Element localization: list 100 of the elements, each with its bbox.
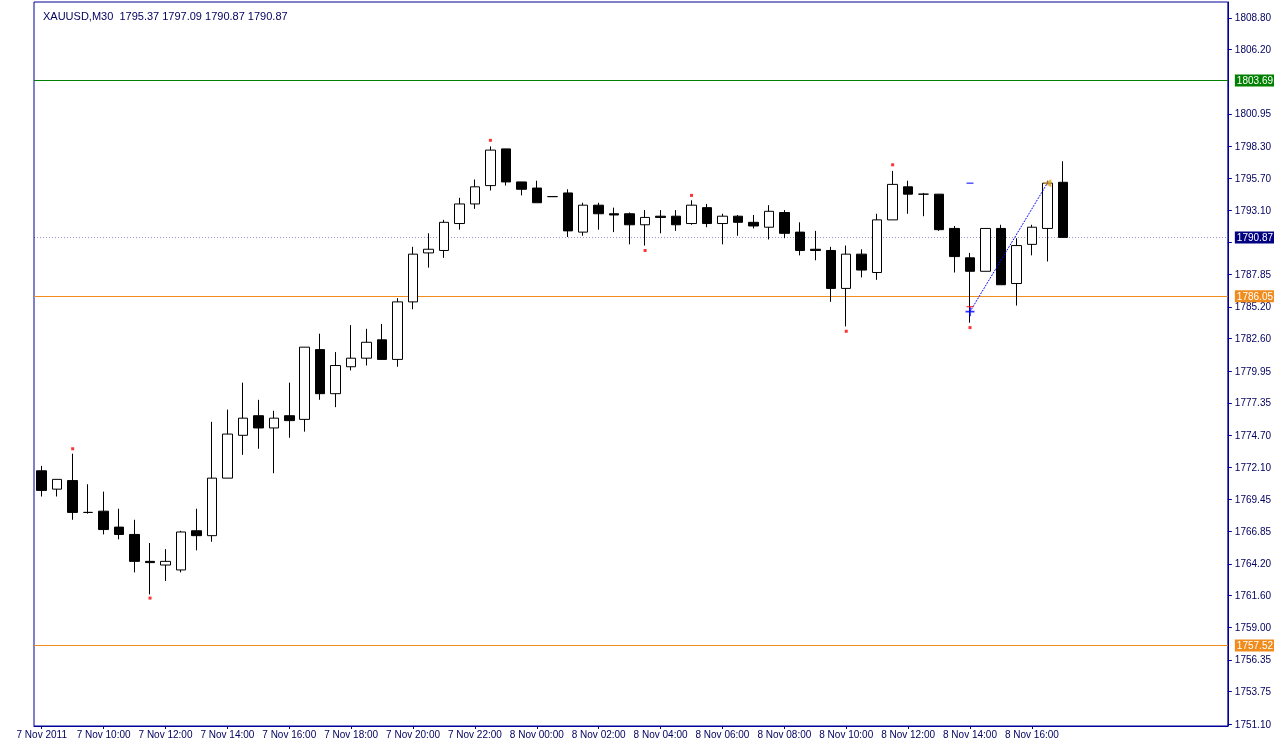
candlestick: [841, 245, 851, 327]
candlestick: [269, 410, 279, 474]
x-tick-label: 8 Nov 04:00: [633, 728, 688, 740]
candlestick: [748, 214, 759, 229]
candlestick: [980, 227, 991, 272]
candlestick: [160, 548, 171, 582]
y-tick-label: 1769.45: [1234, 494, 1272, 506]
candlestick: [578, 202, 588, 237]
candlestick: [934, 193, 944, 232]
x-tick-label: 7 Nov 22:00: [447, 728, 503, 740]
y-tick-label: 1759.00: [1234, 621, 1272, 633]
x-tick-label: 7 Nov 18:00: [324, 728, 379, 740]
candlestick: [1027, 224, 1037, 256]
y-tick-label: 1766.85: [1234, 525, 1272, 537]
point: [488, 138, 492, 142]
candlestick: [624, 212, 635, 245]
y-tick-label: 1777.35: [1234, 397, 1272, 409]
candlestick: [191, 508, 202, 551]
x-tick-label: 7 Nov 16:00: [262, 728, 317, 740]
candlestick: [532, 180, 542, 204]
point: [965, 307, 975, 317]
y-tick-label: 1806.20: [1234, 44, 1272, 56]
x-tick-label: 8 Nov 00:00: [509, 728, 565, 740]
x-tick-label: 7 Nov 14:00: [200, 728, 255, 740]
candlestick: [176, 530, 186, 573]
y-tick-label: 1772.10: [1234, 461, 1272, 473]
candlestick: [114, 508, 124, 540]
point: [148, 596, 152, 600]
candlestick: [593, 202, 604, 231]
candlestick: [655, 209, 666, 234]
candlestick: [686, 199, 697, 226]
y-tick-label: 1751.10: [1234, 718, 1272, 730]
y-tick-label: 1787.85: [1234, 268, 1272, 280]
x-tick-label: 8 Nov 16:00: [1004, 728, 1060, 740]
point: [844, 329, 848, 333]
candlestick: [346, 324, 356, 371]
candlestick: [238, 382, 248, 456]
point: [968, 326, 972, 330]
candlestick: [485, 145, 496, 191]
y-tick-label: 1785.20: [1234, 301, 1272, 313]
y-tick-label: 1774.70: [1234, 429, 1272, 441]
y-tick-label: 1761.60: [1234, 590, 1272, 602]
candlestick: [779, 209, 790, 239]
y-tick-label: 1795.70: [1234, 172, 1272, 184]
point: [643, 248, 647, 252]
text: XAUUSD,M30 1795.37 1797.09 1790.87 1790.87: [43, 9, 288, 22]
point: [891, 163, 895, 167]
y-tick-label: 1798.30: [1234, 140, 1272, 152]
candlestick: [67, 453, 78, 521]
y-tick-label: 1782.60: [1234, 333, 1272, 345]
candlestick: [253, 399, 264, 450]
candlestick: [36, 465, 47, 497]
candlestick: [903, 180, 913, 215]
x-tick-label: 8 Nov 10:00: [819, 728, 874, 740]
candlestick: [856, 248, 867, 278]
candlestick: [501, 148, 511, 187]
y-tick-label: 1779.95: [1234, 365, 1272, 377]
x-tick-label: 7 Nov 2011: [16, 728, 68, 740]
candlestick: [207, 421, 217, 543]
candlestick: [222, 409, 233, 479]
candlestick: [439, 219, 449, 259]
y-tick-label: 1808.80: [1234, 12, 1272, 24]
candlestick: [330, 351, 341, 408]
candlestick: [52, 478, 62, 497]
x-tick-label: 8 Nov 14:00: [943, 728, 998, 740]
candlestick: [98, 491, 109, 535]
candlestick: [918, 192, 929, 217]
candlestick: [454, 197, 465, 231]
candlestick: [795, 221, 805, 256]
candlestick: [1011, 237, 1022, 307]
candlestick: [996, 224, 1006, 286]
x-tick-label: 7 Nov 12:00: [138, 728, 193, 740]
candlestick: [145, 542, 155, 595]
y-tick-label: 1753.75: [1234, 686, 1272, 698]
candlestick: [516, 181, 527, 196]
candlestick: [470, 178, 480, 210]
candlestick: [671, 209, 681, 232]
candlestick: [284, 382, 295, 439]
x-tick-label: 8 Nov 06:00: [695, 728, 750, 740]
candlestick: [872, 213, 882, 281]
y-tick-label: 1764.20: [1234, 558, 1272, 570]
candlestick: [1058, 160, 1068, 238]
x-tick-label: 7 Nov 20:00: [386, 728, 441, 740]
point: [690, 193, 694, 197]
ref-line-label: 1803.69: [1236, 74, 1274, 86]
ref-line-label: 1790.87: [1236, 231, 1274, 243]
candlestick: [717, 213, 728, 245]
candlestick: [299, 346, 310, 433]
candlestick: [315, 333, 325, 401]
ref-line-label: 1757.52: [1236, 640, 1274, 652]
candlestick: [702, 203, 712, 228]
y-tick-label: 1756.35: [1234, 654, 1272, 666]
candlestick: [129, 519, 140, 573]
x-tick-label: 8 Nov 02:00: [571, 728, 627, 740]
candlestick: [609, 207, 619, 233]
candlestick: [764, 204, 774, 240]
point: [71, 447, 75, 451]
y-tick-label: 1793.10: [1234, 204, 1272, 216]
candlestick: [361, 328, 372, 367]
candlestick: [392, 297, 403, 368]
